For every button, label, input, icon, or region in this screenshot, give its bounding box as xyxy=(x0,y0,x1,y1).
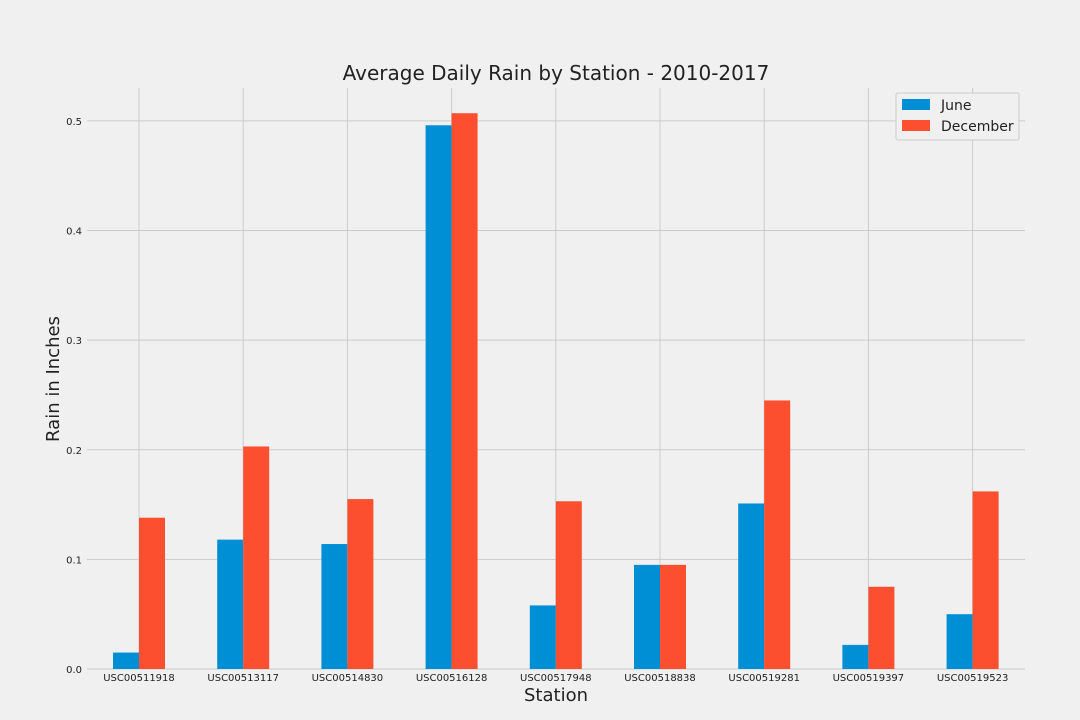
bar-december-usc00511918 xyxy=(139,517,165,669)
bar-december-usc00519523 xyxy=(972,491,999,669)
legend-label-june: June xyxy=(940,98,972,114)
bar-december-usc00514830 xyxy=(347,499,374,669)
x-tick-label: USC00511918 xyxy=(103,673,175,684)
bar-december-usc00518838 xyxy=(660,564,686,669)
y-tick-label: 0.4 xyxy=(66,227,82,238)
legend: June December xyxy=(895,92,1020,141)
bar-june-usc00516128 xyxy=(425,125,452,669)
y-tick-label: 0.5 xyxy=(66,117,82,128)
bar-december-usc00516128 xyxy=(451,113,478,670)
y-tick-label: 0.3 xyxy=(66,336,82,347)
tick-labels: 0.0 0.1 0.2 0.3 0.4 0.5 USC00511918 USC00513117… xyxy=(66,117,1008,684)
x-tick-label: USC00516128 xyxy=(416,673,488,684)
bar-june-usc00518838 xyxy=(634,564,660,669)
x-tick-label: USC00513117 xyxy=(207,673,279,684)
x-axis-label: Station xyxy=(524,685,588,706)
bar-june-usc00519281 xyxy=(738,503,765,669)
bar-december-usc00519397 xyxy=(868,586,895,669)
bar-june-usc00517948 xyxy=(529,605,556,669)
y-axis-label: Rain in Inches xyxy=(43,316,64,442)
y-tick-label: 0.2 xyxy=(66,446,82,457)
bar-june-usc00511918 xyxy=(113,652,139,669)
bar-december-usc00513117 xyxy=(243,446,270,669)
x-tick-label: USC00518838 xyxy=(624,673,696,684)
bar-december-usc00519281 xyxy=(764,400,791,669)
x-tick-label: USC00517948 xyxy=(520,673,592,684)
bar-june-usc00519523 xyxy=(946,614,973,669)
legend-label-december: December xyxy=(941,119,1014,135)
bar-june-usc00513117 xyxy=(217,539,244,669)
x-tick-label: USC00514830 xyxy=(312,673,384,684)
y-tick-label: 0.1 xyxy=(66,555,82,566)
x-tick-label: USC00519523 xyxy=(937,673,1009,684)
x-tick-label: USC00519281 xyxy=(728,673,800,684)
legend-swatch-june xyxy=(902,99,930,110)
chart-title: Average Daily Rain by Station - 2010-201… xyxy=(343,61,770,85)
y-tick-label: 0.0 xyxy=(66,665,82,676)
bar-december-usc00517948 xyxy=(555,501,582,669)
bars xyxy=(113,113,999,670)
x-tick-label: USC00519397 xyxy=(833,673,905,684)
legend-swatch-december xyxy=(902,120,930,131)
bar-june-usc00514830 xyxy=(321,544,348,669)
bar-june-usc00519397 xyxy=(842,644,869,669)
